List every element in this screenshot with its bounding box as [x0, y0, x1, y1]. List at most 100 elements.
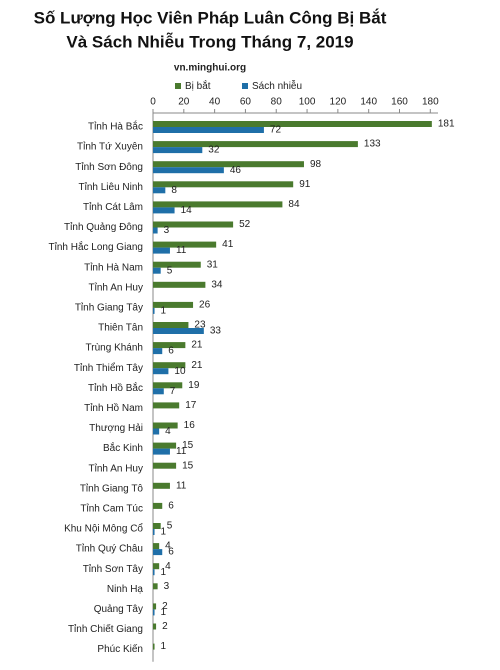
value-label: 52 [239, 219, 251, 230]
x-tick-label: 60 [240, 97, 252, 108]
bar [153, 161, 304, 168]
bar [153, 523, 161, 529]
x-tick-label: 80 [271, 97, 283, 108]
value-label: 6 [168, 501, 174, 512]
bar [153, 422, 178, 429]
y-tick-label: Phúc Kiến [97, 643, 143, 655]
bar [153, 247, 170, 254]
bar [153, 603, 157, 610]
bar [153, 227, 158, 234]
value-label: 21 [191, 360, 203, 371]
x-tick-label: 40 [209, 97, 221, 108]
bar [153, 388, 164, 395]
value-label: 5 [167, 265, 173, 276]
value-label: 133 [364, 139, 381, 150]
y-tick-label: Tỉnh Hà Bắc [88, 120, 143, 133]
bar [153, 362, 186, 369]
value-label: 15 [182, 440, 194, 451]
y-tick-label: Khu Nội Mông Cổ [64, 523, 143, 535]
value-label: 34 [211, 279, 223, 290]
legend-label: Sách nhiễu [252, 79, 302, 92]
value-label: 31 [207, 259, 219, 270]
bar [153, 267, 161, 274]
bar [153, 322, 189, 328]
y-tick-label: Tỉnh Giang Tây [75, 302, 143, 314]
value-label: 6 [168, 346, 174, 357]
y-tick-label: Tỉnh Hồ Nam [84, 402, 143, 414]
value-label: 84 [288, 199, 300, 210]
value-label: 6 [168, 547, 174, 558]
y-tick-label: Thượng Hải [89, 423, 143, 434]
y-tick-label: Bắc Kinh [103, 441, 143, 454]
bar [153, 502, 163, 509]
value-label: 91 [299, 179, 311, 190]
bar [153, 207, 175, 214]
bar [153, 382, 183, 389]
value-label: 4 [165, 541, 171, 552]
chart-title: Số Lượng Học Viên Pháp Luân Công Bị Bắt [34, 8, 387, 27]
x-tick-label: 140 [360, 97, 377, 108]
bar [153, 549, 163, 556]
value-label: 2 [162, 601, 168, 612]
bar [153, 181, 294, 188]
y-tick-label: Quảng Tây [94, 604, 143, 615]
bar [153, 141, 358, 148]
bar [153, 127, 264, 133]
y-tick-label: Thiên Tân [98, 323, 143, 334]
y-tick-label: Tỉnh Hồ Bắc [88, 381, 143, 394]
y-tick-label: Trùng Khánh [86, 343, 143, 354]
bar [153, 201, 283, 208]
value-label: 11 [176, 245, 187, 256]
x-tick-label: 180 [422, 97, 439, 108]
value-label: 16 [184, 420, 196, 431]
chart-subtitle: vn.minghui.org [174, 63, 246, 74]
bar [153, 301, 194, 308]
value-label: 1 [161, 641, 167, 652]
bar [153, 402, 180, 409]
value-label: 1 [161, 567, 167, 578]
bar [153, 482, 170, 489]
y-tick-label: Tỉnh Tứ Xuyên [77, 141, 143, 153]
bar [153, 342, 186, 349]
y-tick-label: Tỉnh An Huy [89, 281, 143, 293]
bar [153, 328, 204, 334]
value-label: 7 [170, 386, 176, 397]
value-label: 8 [171, 185, 177, 196]
x-tick-label: 0 [150, 97, 156, 108]
value-label: 10 [174, 366, 186, 377]
bar [153, 187, 166, 194]
bar [153, 643, 155, 650]
y-tick-label: Tỉnh Cam Túc [80, 503, 143, 515]
value-label: 2 [162, 621, 168, 632]
value-label: 98 [310, 159, 322, 170]
value-label: 181 [438, 119, 455, 130]
bar [153, 623, 157, 630]
value-label: 41 [222, 239, 234, 250]
x-tick-label: 100 [299, 97, 316, 108]
value-label: 1 [161, 306, 167, 317]
value-label: 23 [194, 320, 206, 331]
value-label: 1 [161, 607, 167, 618]
y-tick-label: Tỉnh Liêu Ninh [79, 181, 143, 193]
value-label: 15 [182, 460, 194, 471]
y-tick-label: Tỉnh Chiết Giang [68, 623, 143, 635]
bar [153, 307, 155, 314]
value-label: 3 [164, 225, 170, 236]
bar [153, 147, 203, 154]
legend-label: Bị bắt [185, 79, 211, 92]
value-label: 4 [165, 561, 171, 572]
value-label: 3 [164, 581, 170, 592]
bar [153, 428, 160, 435]
y-tick-label: Tỉnh Quý Châu [76, 543, 143, 555]
y-tick-label: Ninh Hạ [107, 584, 144, 595]
bar [153, 442, 177, 449]
bar [153, 583, 158, 590]
bar [153, 462, 177, 469]
y-tick-label: Tỉnh Hà Nam [84, 261, 143, 273]
value-label: 1 [161, 527, 167, 538]
bar [153, 563, 160, 570]
value-label: 4 [165, 426, 171, 437]
y-tick-label: Tỉnh Sơn Tây [83, 563, 143, 575]
bar [153, 221, 234, 228]
